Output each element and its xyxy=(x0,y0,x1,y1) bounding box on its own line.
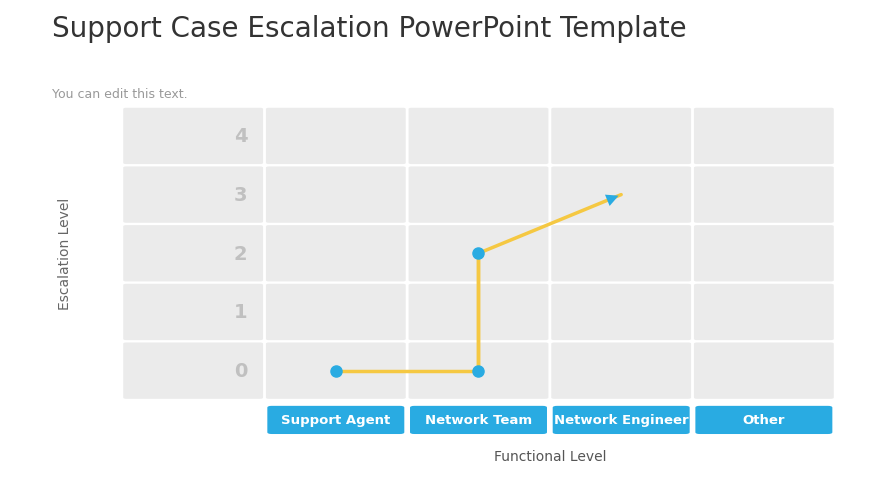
FancyBboxPatch shape xyxy=(266,284,405,341)
FancyBboxPatch shape xyxy=(693,225,833,282)
FancyBboxPatch shape xyxy=(408,225,547,282)
FancyBboxPatch shape xyxy=(694,406,832,434)
Text: 3: 3 xyxy=(234,186,247,204)
FancyBboxPatch shape xyxy=(267,406,404,434)
FancyBboxPatch shape xyxy=(551,108,690,165)
Text: 4: 4 xyxy=(234,127,247,146)
FancyBboxPatch shape xyxy=(123,167,262,224)
FancyBboxPatch shape xyxy=(551,167,690,224)
FancyBboxPatch shape xyxy=(123,225,262,282)
FancyBboxPatch shape xyxy=(551,284,690,341)
FancyBboxPatch shape xyxy=(408,167,547,224)
Text: 2: 2 xyxy=(234,244,247,263)
FancyBboxPatch shape xyxy=(408,108,547,165)
FancyBboxPatch shape xyxy=(552,406,689,434)
FancyBboxPatch shape xyxy=(409,406,547,434)
Text: Support Agent: Support Agent xyxy=(281,414,390,427)
Text: You can edit this text.: You can edit this text. xyxy=(52,88,188,101)
FancyBboxPatch shape xyxy=(408,343,547,399)
Text: Support Case Escalation PowerPoint Template: Support Case Escalation PowerPoint Templ… xyxy=(52,15,686,42)
Text: Network Engineer: Network Engineer xyxy=(554,414,687,427)
Text: Escalation Level: Escalation Level xyxy=(57,198,71,310)
FancyBboxPatch shape xyxy=(266,225,405,282)
Text: Functional Level: Functional Level xyxy=(493,449,606,463)
Text: 1: 1 xyxy=(234,303,247,322)
FancyBboxPatch shape xyxy=(693,284,833,341)
FancyBboxPatch shape xyxy=(266,108,405,165)
Text: 0: 0 xyxy=(234,362,247,380)
Text: Network Team: Network Team xyxy=(424,414,532,427)
FancyBboxPatch shape xyxy=(123,343,262,399)
Text: Other: Other xyxy=(742,414,784,427)
FancyBboxPatch shape xyxy=(693,343,833,399)
FancyBboxPatch shape xyxy=(123,108,262,165)
FancyBboxPatch shape xyxy=(408,284,547,341)
FancyBboxPatch shape xyxy=(693,108,833,165)
FancyBboxPatch shape xyxy=(693,167,833,224)
FancyBboxPatch shape xyxy=(266,343,405,399)
FancyBboxPatch shape xyxy=(123,284,262,341)
FancyBboxPatch shape xyxy=(266,167,405,224)
FancyBboxPatch shape xyxy=(551,343,690,399)
FancyBboxPatch shape xyxy=(551,225,690,282)
